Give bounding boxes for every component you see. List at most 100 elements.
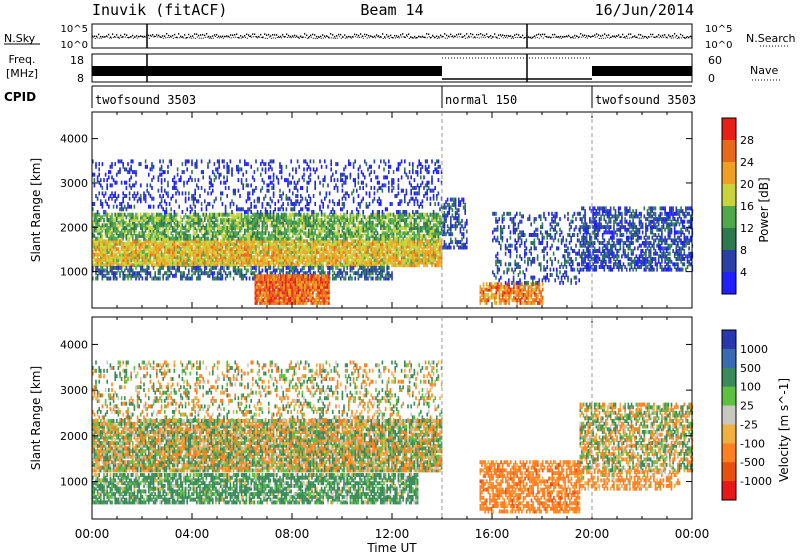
range-gate-cell: [338, 252, 340, 257]
range-gate-cell: [136, 249, 139, 254]
range-gate-cell: [180, 231, 182, 236]
range-gate-cell: [362, 226, 364, 230]
range-gate-cell: [213, 255, 216, 260]
range-gate-cell: [421, 228, 424, 233]
range-gate-cell: [296, 212, 299, 217]
noise-search-point: [392, 37, 394, 39]
range-gate-cell: [292, 223, 294, 228]
range-gate-cell: [314, 255, 316, 260]
noise-sky-point: [426, 33, 428, 35]
range-gate-cell: [351, 226, 353, 230]
range-gate-cell: [261, 255, 264, 260]
range-gate-cell: [223, 223, 225, 228]
noise-search-point: [554, 36, 556, 38]
range-gate-cell: [196, 218, 198, 222]
range-gate-cell: [273, 274, 276, 279]
range-gate-cell: [272, 226, 275, 230]
range-gate-cell: [276, 290, 279, 295]
range-gate-cell: [344, 257, 347, 262]
noise-sky-point: [520, 36, 522, 38]
range-gate-cell: [344, 271, 347, 276]
range-gate-cell: [316, 215, 318, 220]
range-gate-cell: [429, 257, 432, 262]
range-gate-cell: [381, 218, 384, 222]
noise-search-point: [550, 36, 552, 38]
range-gate-cell: [248, 244, 251, 249]
range-gate-cell: [352, 223, 355, 228]
range-gate-cell: [196, 252, 198, 257]
range-gate-cell: [338, 271, 340, 276]
range-gate-cell: [333, 218, 336, 222]
range-gate-cell: [272, 295, 274, 300]
noise-search-point: [182, 37, 184, 39]
range-gate-cell: [375, 260, 377, 265]
range-gate-cell: [352, 263, 355, 268]
range-gate-cell: [148, 260, 150, 265]
range-gate-cell: [257, 290, 260, 295]
range-gate-cell: [116, 252, 118, 257]
range-gate-cell: [273, 284, 276, 289]
range-gate-cell: [120, 247, 123, 252]
range-gate-cell: [117, 257, 120, 262]
range-gate-cell: [386, 223, 388, 228]
range-gate-cell: [424, 260, 427, 265]
noise-sky-point: [266, 34, 268, 36]
range-gate-cell: [421, 215, 424, 220]
range-gate-cell: [261, 212, 264, 217]
range-gate-cell: [408, 241, 411, 246]
range-gate-cell: [132, 263, 134, 268]
range-gate-cell: [434, 244, 436, 249]
range-gate-cell: [252, 276, 254, 281]
range-gate-cell: [194, 236, 196, 241]
range-gate-cell: [386, 273, 388, 278]
range-gate-cell: [143, 255, 145, 260]
noise-sky-point: [96, 35, 98, 38]
noise-search-point: [328, 37, 330, 39]
range-gate-cell: [192, 226, 195, 230]
range-gate-cell: [104, 255, 107, 260]
range-gate-cell: [384, 276, 387, 281]
range-gate-cell: [335, 252, 337, 257]
range-gate-cell: [356, 260, 358, 265]
range-gate-cell: [282, 215, 284, 220]
noise-search-point: [612, 36, 614, 38]
range-gate-cell: [220, 257, 222, 262]
range-gate-cell: [375, 244, 377, 249]
range-gate-cell: [376, 268, 379, 273]
range-gate-cell: [282, 268, 284, 273]
range-gate-cell: [220, 263, 222, 268]
range-gate-cell: [159, 247, 161, 252]
range-gate-cell: [288, 247, 291, 252]
range-gate-cell: [432, 257, 435, 262]
range-gate-cell: [276, 218, 278, 222]
range-gate-cell: [418, 260, 420, 265]
noise-sky-point: [656, 35, 658, 38]
range-gate-cell: [165, 260, 168, 265]
range-gate-cell: [413, 252, 416, 257]
noise-search-point: [448, 36, 450, 38]
range-gate-cell: [223, 257, 225, 262]
range-gate-cell: [277, 257, 280, 262]
noise-search-point: [382, 37, 384, 39]
noise-search-point: [310, 36, 312, 38]
range-gate-cell: [200, 271, 203, 276]
range-gate-cell: [250, 223, 252, 228]
range-gate-cell: [396, 257, 398, 262]
range-gate-cell: [330, 260, 332, 265]
noise-sky-point: [254, 33, 256, 35]
range-gate-cell: [303, 218, 305, 222]
range-gate-cell: [288, 252, 291, 257]
range-gate-cell: [301, 247, 304, 252]
range-gate-cell: [267, 284, 269, 289]
range-gate-cell: [290, 252, 292, 257]
range-gate-cell: [418, 241, 420, 246]
range-gate-cell: [261, 220, 264, 225]
range-gate-cell: [378, 255, 380, 260]
noise-search-point: [172, 37, 174, 39]
range-gate-cell: [199, 215, 201, 220]
noise-sky-point: [596, 33, 598, 35]
range-gate-cell: [391, 252, 393, 257]
noise-sky-point: [274, 34, 276, 36]
range-gate-cell: [135, 276, 137, 281]
noise-sky-point: [268, 33, 270, 36]
